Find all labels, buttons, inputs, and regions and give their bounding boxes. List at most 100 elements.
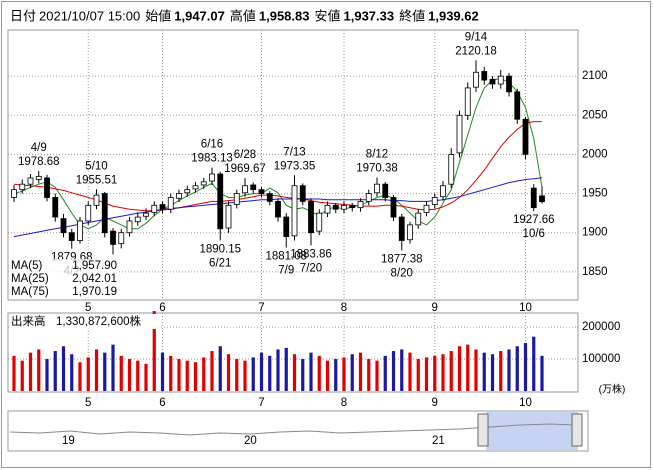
volume-bar bbox=[408, 352, 412, 391]
volume-title: 出来高 bbox=[11, 314, 46, 328]
volume-title-box bbox=[9, 314, 159, 329]
volume-bar bbox=[160, 352, 165, 391]
y-tick-label: 2100 bbox=[582, 70, 608, 82]
candle-body bbox=[143, 212, 149, 217]
volume-bar bbox=[169, 355, 173, 391]
candle-body bbox=[52, 197, 59, 218]
candle-body bbox=[68, 232, 75, 241]
candle-body bbox=[382, 183, 389, 198]
volume-bar bbox=[235, 359, 239, 391]
candle-body bbox=[407, 224, 413, 241]
volume-bar bbox=[375, 360, 379, 391]
candle-body bbox=[85, 204, 92, 222]
candle-body bbox=[530, 187, 537, 209]
annotation-date: 4/9 bbox=[31, 142, 47, 154]
volume-bar bbox=[342, 357, 346, 391]
header-label: 高値 bbox=[230, 8, 256, 23]
candle-body bbox=[539, 195, 545, 203]
y-tick-label: 200000 bbox=[582, 321, 620, 333]
candle-body bbox=[390, 197, 397, 218]
candle-body bbox=[101, 193, 108, 234]
annotation-value: 1877.38 bbox=[381, 253, 423, 265]
volume-bar bbox=[433, 355, 437, 391]
annotation-date: 9/14 bbox=[465, 31, 488, 43]
x-tick-label: 7 bbox=[258, 302, 264, 314]
volume-bar bbox=[490, 354, 495, 391]
candle-body bbox=[332, 204, 339, 210]
volume-bar bbox=[317, 355, 321, 391]
candle-body bbox=[514, 91, 521, 120]
candle-body bbox=[324, 204, 331, 214]
candle-body bbox=[522, 118, 529, 155]
volume-bar bbox=[94, 349, 99, 391]
candle-body bbox=[357, 200, 364, 209]
candle-body bbox=[233, 193, 240, 205]
candle-body bbox=[440, 185, 446, 198]
candle-body bbox=[291, 185, 298, 237]
volume-bar bbox=[12, 355, 16, 391]
candle-body bbox=[126, 220, 133, 234]
volume-bar bbox=[243, 360, 247, 391]
volume-bar bbox=[177, 359, 181, 391]
x-tick-label: 5 bbox=[85, 302, 91, 314]
volume-bar bbox=[53, 351, 57, 391]
annotation-date: 7/20 bbox=[300, 262, 322, 274]
volume-bar bbox=[103, 352, 107, 391]
volume-bar bbox=[350, 354, 354, 391]
annotation-value: 1978.68 bbox=[18, 156, 60, 168]
annotation-value: 1983.13 bbox=[191, 153, 233, 165]
volume-bar bbox=[70, 354, 74, 391]
volume-bar bbox=[202, 357, 206, 391]
navigator-handle-left[interactable] bbox=[477, 413, 489, 447]
header-value: 1,937.33 bbox=[344, 8, 395, 23]
volume-bar bbox=[474, 349, 478, 391]
volume-bar bbox=[28, 352, 33, 391]
candle-body bbox=[192, 185, 199, 190]
candle-body bbox=[200, 181, 207, 186]
candle-body bbox=[11, 189, 17, 198]
volume-bar bbox=[391, 351, 396, 391]
x-tick-label: 9 bbox=[432, 397, 438, 409]
volume-panel bbox=[7, 312, 579, 393]
volume-bar bbox=[507, 349, 511, 391]
legend-name: MA(25) bbox=[11, 273, 49, 285]
y-tick-label: 2000 bbox=[582, 148, 608, 160]
candle-body bbox=[316, 212, 323, 232]
annotation-value: 1927.66 bbox=[513, 214, 555, 226]
annotation-date: 7/13 bbox=[283, 146, 305, 158]
candle-body bbox=[489, 78, 496, 85]
navigator-selection[interactable] bbox=[486, 412, 578, 450]
annotation-value: 2120.18 bbox=[455, 45, 497, 57]
volume-bar bbox=[499, 351, 503, 391]
candle-body bbox=[209, 173, 215, 182]
candle-body bbox=[93, 194, 100, 206]
candle-body bbox=[110, 230, 116, 245]
candle-body bbox=[497, 75, 504, 85]
header-label: 安値 bbox=[314, 8, 340, 23]
candle-body bbox=[448, 154, 455, 185]
volume-bar bbox=[45, 359, 49, 391]
volume-bar bbox=[325, 360, 330, 391]
annotation-value: 1883.86 bbox=[290, 248, 332, 260]
header-value: 1,939.62 bbox=[428, 8, 479, 23]
volume-bar bbox=[193, 362, 198, 391]
volume-unit: (万株) bbox=[599, 383, 626, 396]
candle-body bbox=[341, 204, 347, 210]
candle-body bbox=[266, 193, 273, 202]
candle-body bbox=[423, 204, 430, 213]
candle-body bbox=[77, 220, 83, 241]
volume-bar bbox=[466, 344, 470, 391]
candle-body bbox=[308, 200, 314, 234]
candle-body bbox=[258, 189, 265, 194]
navigator-handle-right[interactable] bbox=[571, 413, 583, 447]
volume-bar bbox=[111, 344, 115, 391]
candle-body bbox=[60, 218, 67, 234]
annotation-date: 8/20 bbox=[391, 267, 413, 279]
annotation-date: 10/6 bbox=[523, 228, 545, 240]
volume-bar bbox=[86, 357, 90, 391]
x-tick-label: 6 bbox=[159, 397, 165, 409]
legend-value: 1,957.90 bbox=[72, 260, 117, 272]
candle-body bbox=[374, 183, 380, 194]
volume-bar bbox=[457, 346, 462, 391]
volume-bar bbox=[185, 360, 189, 391]
